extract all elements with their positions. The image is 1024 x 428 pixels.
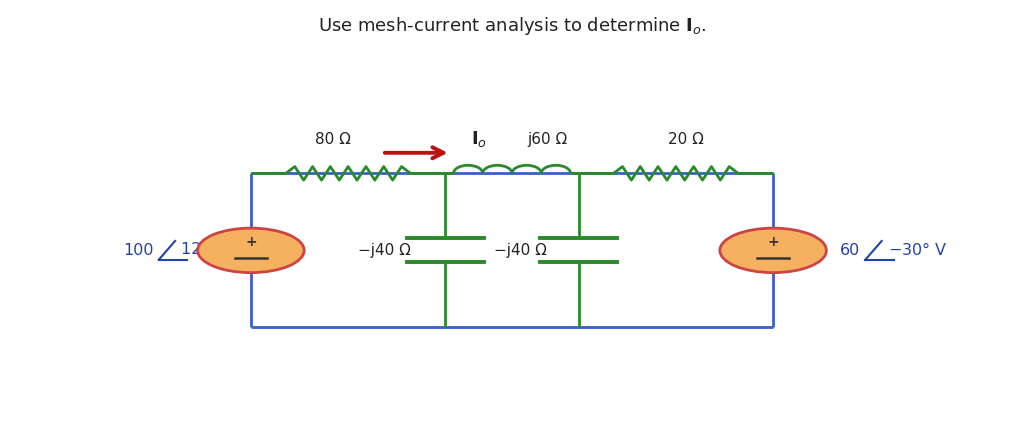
Text: 120° V: 120° V [181, 242, 236, 258]
Text: $\mathbf{I}_o$: $\mathbf{I}_o$ [471, 129, 487, 149]
Text: j60 Ω: j60 Ω [527, 131, 568, 147]
Text: −j40 Ω: −j40 Ω [494, 243, 547, 258]
Circle shape [198, 228, 304, 273]
Text: 60: 60 [840, 243, 860, 258]
Circle shape [720, 228, 826, 273]
Text: 100: 100 [123, 243, 154, 258]
Text: −j40 Ω: −j40 Ω [357, 243, 411, 258]
Text: Use mesh-current analysis to determine $\mathbf{I}_o$.: Use mesh-current analysis to determine $… [317, 15, 707, 37]
Text: +: + [245, 235, 257, 249]
Text: +: + [767, 235, 779, 249]
Text: 20 Ω: 20 Ω [668, 131, 705, 147]
Text: $-$30° V: $-$30° V [888, 241, 947, 259]
Text: 80 Ω: 80 Ω [314, 131, 351, 147]
